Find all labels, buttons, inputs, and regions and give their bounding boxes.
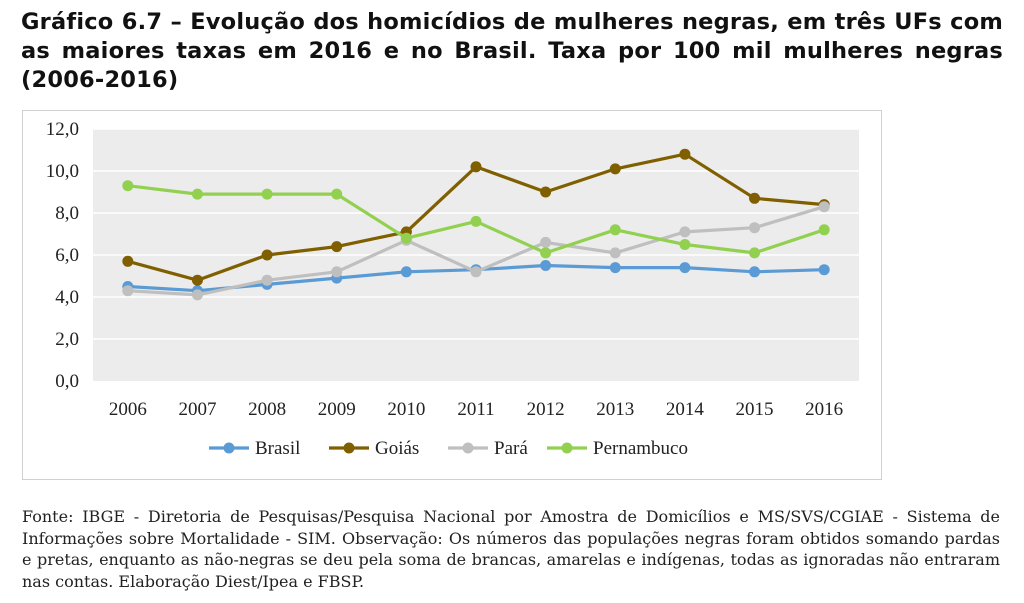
- legend-label: Goiás: [375, 438, 419, 459]
- x-tick-label: 2006: [109, 399, 147, 420]
- x-tick-label: 2011: [457, 399, 494, 420]
- data-point: [261, 274, 273, 286]
- x-tick-label: 2010: [387, 399, 425, 420]
- data-point: [540, 247, 552, 259]
- y-tick-label: 10,0: [46, 161, 79, 182]
- data-point: [749, 266, 761, 278]
- data-point: [400, 232, 412, 244]
- y-tick-label: 6,0: [55, 245, 79, 266]
- chart-container: 0,0 2,0 4,0 6,0 8,0 10,0 12,0 2006 2007 2008 2009 2…: [22, 110, 882, 480]
- y-tick-label: 2,0: [55, 329, 79, 350]
- data-point: [191, 188, 203, 200]
- chart-title: Gráfico 6.7 – Evolução dos homicídios de…: [21, 9, 1003, 93]
- x-tick-label: 2014: [666, 399, 705, 420]
- y-tick-label: 0,0: [55, 371, 79, 392]
- data-point: [470, 161, 482, 173]
- data-point: [679, 262, 691, 274]
- data-point: [331, 241, 343, 253]
- data-point: [679, 239, 691, 250]
- data-point: [609, 262, 621, 274]
- legend-marker-0: [223, 442, 235, 454]
- data-point: [331, 188, 343, 200]
- data-point: [191, 289, 203, 301]
- x-tick-label: 2007: [178, 399, 216, 420]
- data-point: [609, 247, 621, 259]
- legend-label: Pernambuco: [593, 438, 688, 459]
- data-point: [540, 236, 552, 248]
- x-tick-label: 2016: [805, 399, 843, 420]
- data-point: [609, 163, 621, 175]
- data-point: [470, 215, 482, 227]
- y-tick-label: 4,0: [55, 287, 79, 308]
- data-point: [122, 255, 134, 267]
- legend-label: Pará: [494, 438, 528, 459]
- data-point: [122, 285, 134, 297]
- data-point: [191, 274, 203, 286]
- data-point: [609, 224, 621, 236]
- data-point: [331, 266, 343, 278]
- data-point: [818, 224, 830, 236]
- legend-marker-2: [462, 442, 474, 454]
- data-point: [540, 260, 552, 271]
- data-point: [749, 222, 761, 234]
- x-tick-label: 2008: [248, 399, 286, 420]
- data-point: [749, 247, 761, 259]
- data-point: [122, 180, 134, 192]
- data-point: [679, 226, 691, 238]
- data-point: [540, 186, 552, 198]
- data-point: [749, 192, 761, 204]
- line-chart: 0,0 2,0 4,0 6,0 8,0 10,0 12,0 2006 2007 2008 2009 2…: [46, 119, 859, 459]
- y-tick-label: 12,0: [46, 119, 79, 140]
- source-note: Fonte: IBGE - Diretoria de Pesquisas/Pes…: [22, 507, 1000, 591]
- x-tick-label: 2015: [736, 399, 774, 420]
- data-point: [818, 201, 830, 213]
- x-tick-label: 2009: [318, 399, 356, 420]
- data-point: [400, 266, 412, 278]
- data-point: [818, 264, 830, 276]
- legend-label: Brasil: [255, 438, 300, 459]
- data-point: [679, 148, 691, 160]
- x-tick-label: 2013: [596, 399, 634, 420]
- y-tick-label: 8,0: [55, 203, 79, 224]
- legend-marker-3: [561, 442, 573, 454]
- legend-marker-1: [343, 442, 355, 454]
- x-tick-label: 2012: [527, 399, 565, 420]
- data-point: [261, 188, 273, 200]
- data-point: [261, 249, 273, 261]
- data-point: [470, 266, 482, 278]
